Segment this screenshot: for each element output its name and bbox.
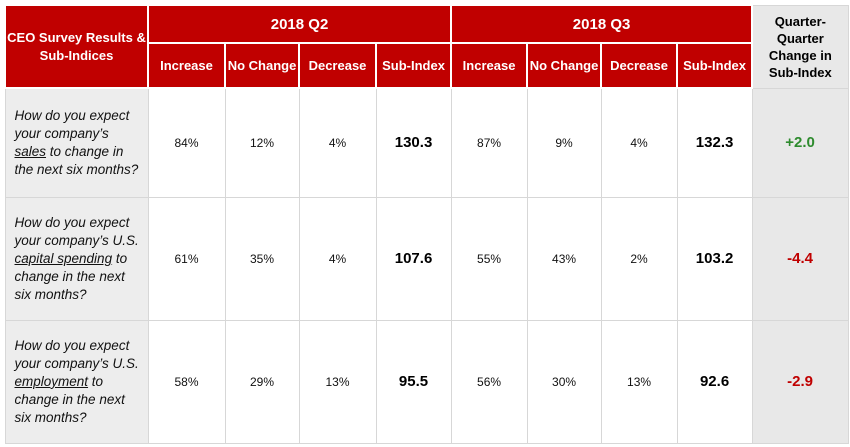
q2-increase-cell: 58% bbox=[147, 319, 226, 445]
q3-increase-cell: 87% bbox=[450, 87, 528, 198]
col-header-q2-sub-index: Sub-Index bbox=[374, 42, 453, 90]
q3-increase-cell: 56% bbox=[450, 319, 528, 445]
q3-no-change-cell: 43% bbox=[526, 196, 602, 321]
header-quarter-change: Quarter-Quarter Change in Sub-Index bbox=[751, 4, 849, 89]
q3-no-change-cell: 9% bbox=[526, 87, 602, 198]
q2-decrease-cell: 4% bbox=[298, 87, 377, 198]
col-header-q3-sub-index: Sub-Index bbox=[676, 42, 754, 90]
col-header-q3-decrease: Decrease bbox=[600, 42, 679, 90]
quarter-change-cell: -2.9 bbox=[751, 319, 849, 445]
col-header-q2-decrease: Decrease bbox=[298, 42, 377, 90]
q2-increase-cell: 61% bbox=[147, 196, 226, 321]
q3-decrease-cell: 2% bbox=[600, 196, 678, 321]
question-keyword: capital spending bbox=[14, 250, 113, 266]
q3-decrease-cell: 4% bbox=[600, 87, 678, 198]
question-capital-spending: How do you expect your company’s U.S. ca… bbox=[4, 196, 149, 321]
question-keyword: sales bbox=[14, 143, 47, 159]
quarter-change-cell: -4.4 bbox=[751, 196, 849, 321]
table-row-sales: How do you expect your company’s sales t… bbox=[4, 87, 849, 198]
q3-sub-index-cell: 92.6 bbox=[676, 319, 753, 445]
q2-sub-index-cell: 107.6 bbox=[375, 196, 452, 321]
question-employment: How do you expect your company’s U.S. em… bbox=[4, 319, 149, 445]
q3-sub-index-cell: 103.2 bbox=[676, 196, 753, 321]
q2-decrease-cell: 13% bbox=[298, 319, 377, 445]
question-keyword: employment bbox=[14, 373, 89, 389]
header-2018-q3: 2018 Q3 bbox=[450, 3, 754, 45]
q2-sub-index-cell: 130.3 bbox=[375, 87, 452, 198]
col-header-q2-no-change: No Change bbox=[224, 42, 300, 90]
q2-no-change-cell: 12% bbox=[224, 87, 300, 198]
col-header-q3-increase: Increase bbox=[450, 42, 529, 90]
q3-increase-cell: 55% bbox=[450, 196, 528, 321]
q2-no-change-cell: 35% bbox=[224, 196, 300, 321]
header-2018-q2: 2018 Q2 bbox=[146, 3, 453, 45]
col-header-q2-increase: Increase bbox=[147, 42, 226, 90]
q2-sub-index-cell: 95.5 bbox=[375, 319, 452, 445]
q3-decrease-cell: 13% bbox=[600, 319, 678, 445]
col-header-q3-no-change: No Change bbox=[526, 42, 603, 90]
q2-no-change-cell: 29% bbox=[224, 319, 300, 445]
question-sales: How do you expect your company’s sales t… bbox=[4, 87, 149, 198]
q3-sub-index-cell: 132.3 bbox=[676, 87, 753, 198]
table-row-employment: How do you expect your company’s U.S. em… bbox=[4, 319, 849, 445]
ceo-survey-table: CEO Survey Results & Sub-Indices 2018 Q2… bbox=[4, 3, 849, 445]
q2-decrease-cell: 4% bbox=[298, 196, 377, 321]
table-row-capital-spending: How do you expect your company’s U.S. ca… bbox=[4, 196, 849, 321]
quarter-change-cell: +2.0 bbox=[751, 87, 849, 198]
q3-no-change-cell: 30% bbox=[526, 319, 602, 445]
q2-increase-cell: 84% bbox=[147, 87, 226, 198]
table-corner-header: CEO Survey Results & Sub-Indices bbox=[4, 3, 149, 90]
